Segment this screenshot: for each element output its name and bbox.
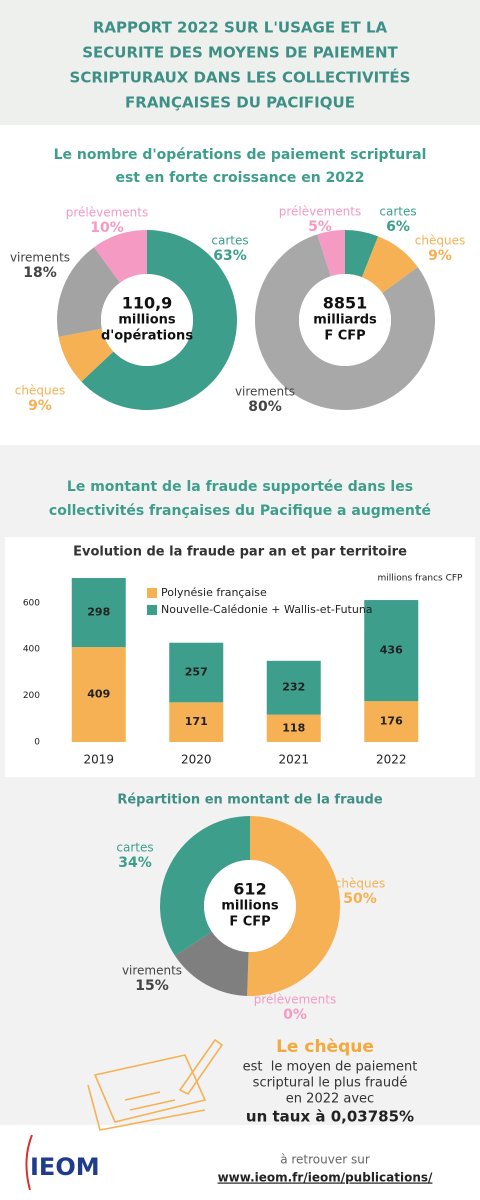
bar-segment [169, 642, 224, 703]
chart-title: Répartition en montant de la fraude [117, 793, 382, 808]
footer-link[interactable]: www.ieom.fr/ieom/publications/ [218, 1171, 433, 1185]
y-tick-label: 400 [23, 645, 40, 655]
x-tick-label: 2022 [376, 753, 407, 767]
center-label: d'opérations [101, 329, 193, 344]
donut-slice [361, 236, 418, 293]
section-heading: Le montant de la fraude supportée dans l… [67, 479, 413, 495]
section-heading: collectivités françaises du Pacifique a … [49, 503, 431, 519]
title-line: RAPPORT 2022 SUR L'USAGE ET LA [93, 19, 388, 37]
y-tick-label: 0 [34, 738, 40, 748]
bar-segment [71, 578, 126, 648]
x-tick-label: 2020 [181, 753, 212, 767]
donut-slice [94, 230, 147, 283]
data-label: 436 [380, 644, 403, 657]
center-label: milliards [313, 313, 377, 328]
donut-slice [345, 230, 379, 278]
center-label: F CFP [229, 915, 270, 930]
slice-category: prélèvements [254, 993, 337, 1007]
slice-label: 5% [308, 219, 332, 235]
donut-slice [56, 247, 120, 337]
slice-label: 0% [283, 1007, 307, 1023]
data-label: 409 [87, 688, 110, 701]
section-heading: est en forte croissance en 2022 [115, 170, 364, 186]
center-label: F CFP [324, 329, 365, 344]
slice-label: 63% [213, 248, 247, 264]
data-label: 298 [87, 606, 110, 619]
slice-category: cartes [379, 205, 416, 219]
chart-title: Evolution de la fraude par an et par ter… [73, 545, 407, 560]
donut-slice [160, 816, 250, 956]
logo: IEOM [30, 1153, 100, 1181]
slice-category: cartes [211, 234, 248, 248]
slice-label: 34% [118, 855, 152, 871]
y-tick-label: 600 [23, 598, 40, 608]
slice-label: 15% [135, 978, 169, 994]
data-label: 257 [185, 666, 208, 679]
bar-segment [364, 701, 419, 742]
data-label: 176 [380, 715, 403, 728]
title-line: SCRIPTURAUX DANS LES COLLECTIVITÉS [70, 68, 411, 87]
bar-segment [71, 647, 126, 742]
slice-category: chèques [415, 234, 465, 248]
title-line: SECURITE DES MOYENS DE PAIEMENT [82, 44, 398, 62]
donut-slice [175, 931, 249, 996]
center-label: 110,9 [122, 294, 173, 313]
slice-label: 80% [248, 399, 282, 415]
slice-label: 9% [28, 398, 52, 414]
header-bg [0, 0, 480, 125]
donut-hole [101, 274, 193, 366]
callout-line: scriptural le plus fraudé [253, 1076, 408, 1091]
title-line: FRANÇAISES DU PACIFIQUE [125, 94, 355, 112]
slice-label: 10% [90, 220, 124, 236]
donut-hole [299, 274, 391, 366]
slice-label: 9% [428, 248, 452, 264]
slice-category: virements [122, 964, 182, 978]
data-label: 171 [185, 715, 208, 728]
slice-category: chèques [15, 384, 65, 398]
donut-slice [317, 230, 345, 277]
slice-label: 50% [343, 891, 377, 907]
slice-category: prélèvements [66, 206, 149, 220]
donut-slice [81, 230, 237, 411]
slice-category: virements [10, 251, 70, 265]
center-label: millions [221, 899, 279, 914]
callout-line: en 2022 avec [286, 1092, 374, 1107]
logo-mark [25, 1134, 33, 1191]
y-tick-label: 200 [23, 691, 40, 701]
bar-segment [266, 714, 321, 742]
slice-category: cartes [116, 841, 153, 855]
footer-caption: à retrouver sur [280, 1153, 370, 1167]
cheque-icon [87, 1038, 224, 1131]
slice-label: 6% [386, 219, 410, 235]
x-tick-label: 2019 [83, 753, 114, 767]
data-label: 232 [282, 681, 305, 694]
legend-label: Nouvelle-Calédonie + Wallis-et-Futuna [161, 603, 373, 616]
center-label: millions [118, 313, 176, 328]
donut-slice [58, 328, 114, 382]
slice-category: chèques [335, 877, 385, 891]
bar-segment [169, 702, 224, 742]
bar-segment [364, 600, 419, 702]
center-label: 8851 [323, 294, 368, 313]
donut-slice [254, 234, 435, 410]
footer-bg [0, 1125, 480, 1200]
legend-swatch [147, 605, 157, 615]
center-label: 612 [233, 880, 266, 899]
donut-slice [247, 815, 341, 996]
callout-highlight: un taux à 0,03785% [246, 1108, 414, 1126]
callout-title: Le chèque [276, 1037, 374, 1057]
slice-category: virements [235, 385, 295, 399]
slice-category: prélèvements [279, 205, 362, 219]
legend-label: Polynésie française [161, 586, 267, 599]
section-heading: Le nombre d'opérations de paiement scrip… [54, 147, 427, 163]
legend-swatch [147, 588, 157, 598]
slice-label: 18% [23, 265, 57, 281]
data-label: 118 [282, 721, 305, 734]
unit-annotation: millions francs CFP [377, 574, 463, 584]
callout-line: est le moyen de paiement [243, 1060, 418, 1075]
x-tick-label: 2021 [278, 753, 309, 767]
bar-segment [266, 660, 321, 715]
donut-hole [204, 860, 296, 952]
